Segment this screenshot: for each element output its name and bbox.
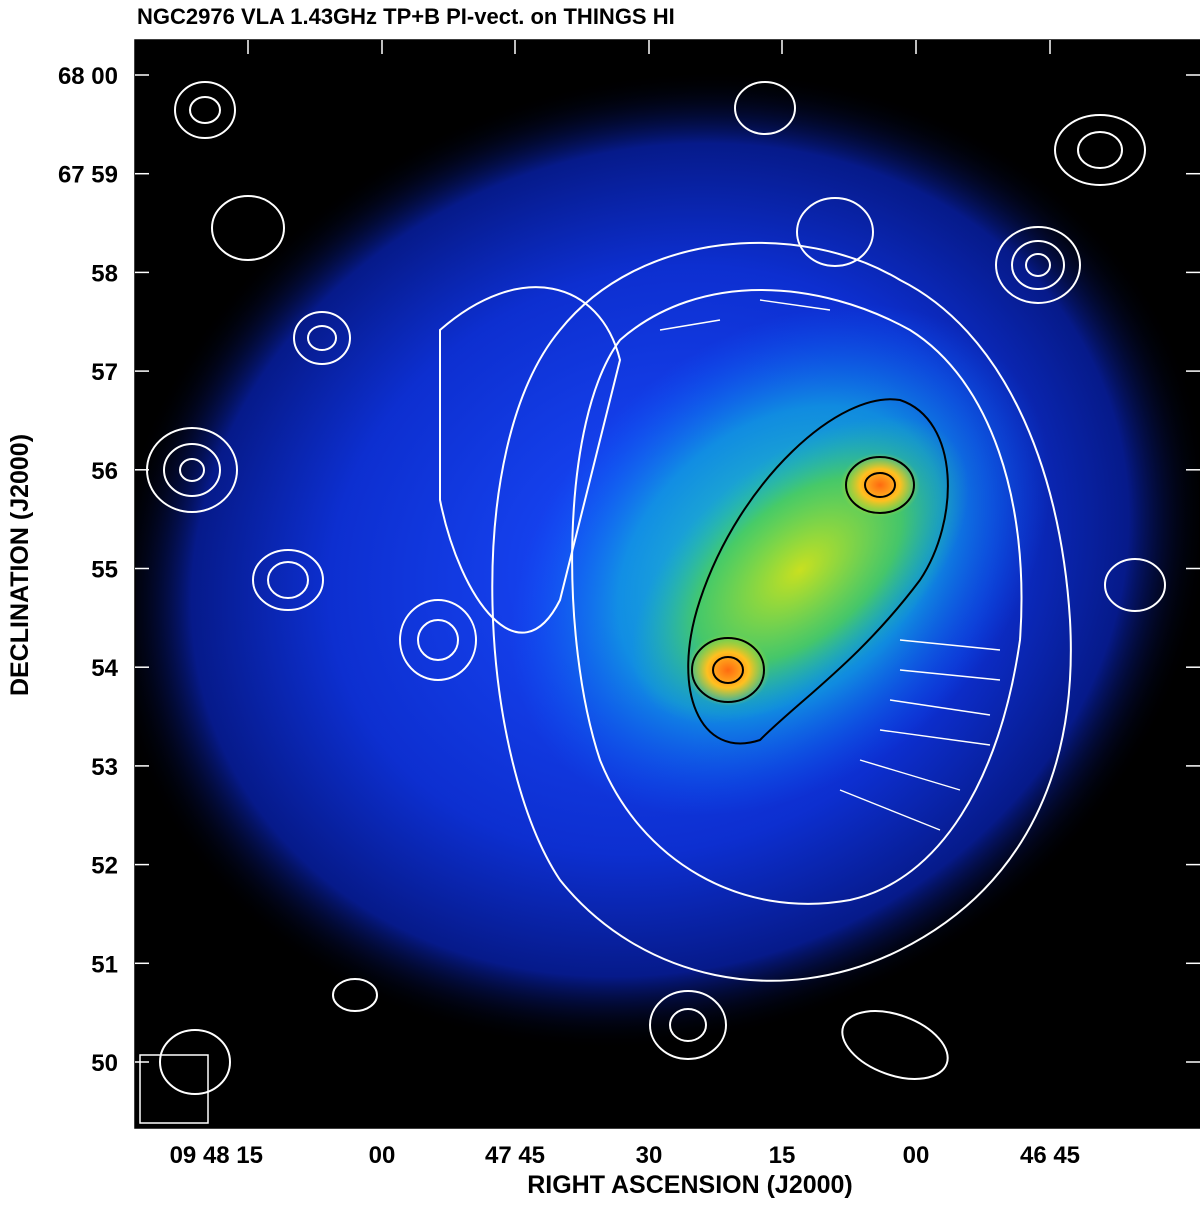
x-tick-label: 30: [636, 1142, 663, 1169]
x-tick-label: 09 48 15: [170, 1142, 263, 1169]
ticks: 09 48 15 00 47 45 30 15 00 46 45 68 00 67 59 58 57…: [58, 40, 1200, 1169]
y-tick-label: 57: [91, 359, 118, 386]
y-tick-label: 53: [91, 754, 118, 781]
y-tick-label: 55: [91, 557, 118, 584]
plot-frame: [134, 39, 1200, 1129]
y-tick-label: 50: [91, 1050, 118, 1077]
x-tick-label: 47 45: [485, 1142, 545, 1169]
y-tick-label: 68 00: [58, 63, 118, 90]
core-contours: [687, 398, 949, 745]
y-tick-label: 54: [91, 655, 118, 682]
x-tick-label: 00: [903, 1142, 930, 1169]
beam-box: [139, 1054, 209, 1124]
x-tick-label: 46 45: [1020, 1142, 1080, 1169]
y-axis-label: DECLINATION (J2000): [6, 434, 34, 696]
x-tick-label: 15: [769, 1142, 796, 1169]
title: NGC2976 VLA 1.43GHz TP+B PI-vect. on THI…: [137, 4, 675, 29]
contours: [146, 81, 1166, 1095]
y-tick-label: 67 59: [58, 162, 118, 189]
y-tick-label: 58: [91, 260, 118, 287]
y-tick-label: 51: [91, 951, 118, 978]
y-tick-label: 56: [91, 458, 118, 485]
polarization-vectors: [659, 299, 1001, 831]
y-tick-label: 52: [91, 853, 118, 880]
x-axis-label: RIGHT ASCENSION (J2000): [527, 1171, 853, 1199]
x-tick-label: 00: [369, 1142, 396, 1169]
